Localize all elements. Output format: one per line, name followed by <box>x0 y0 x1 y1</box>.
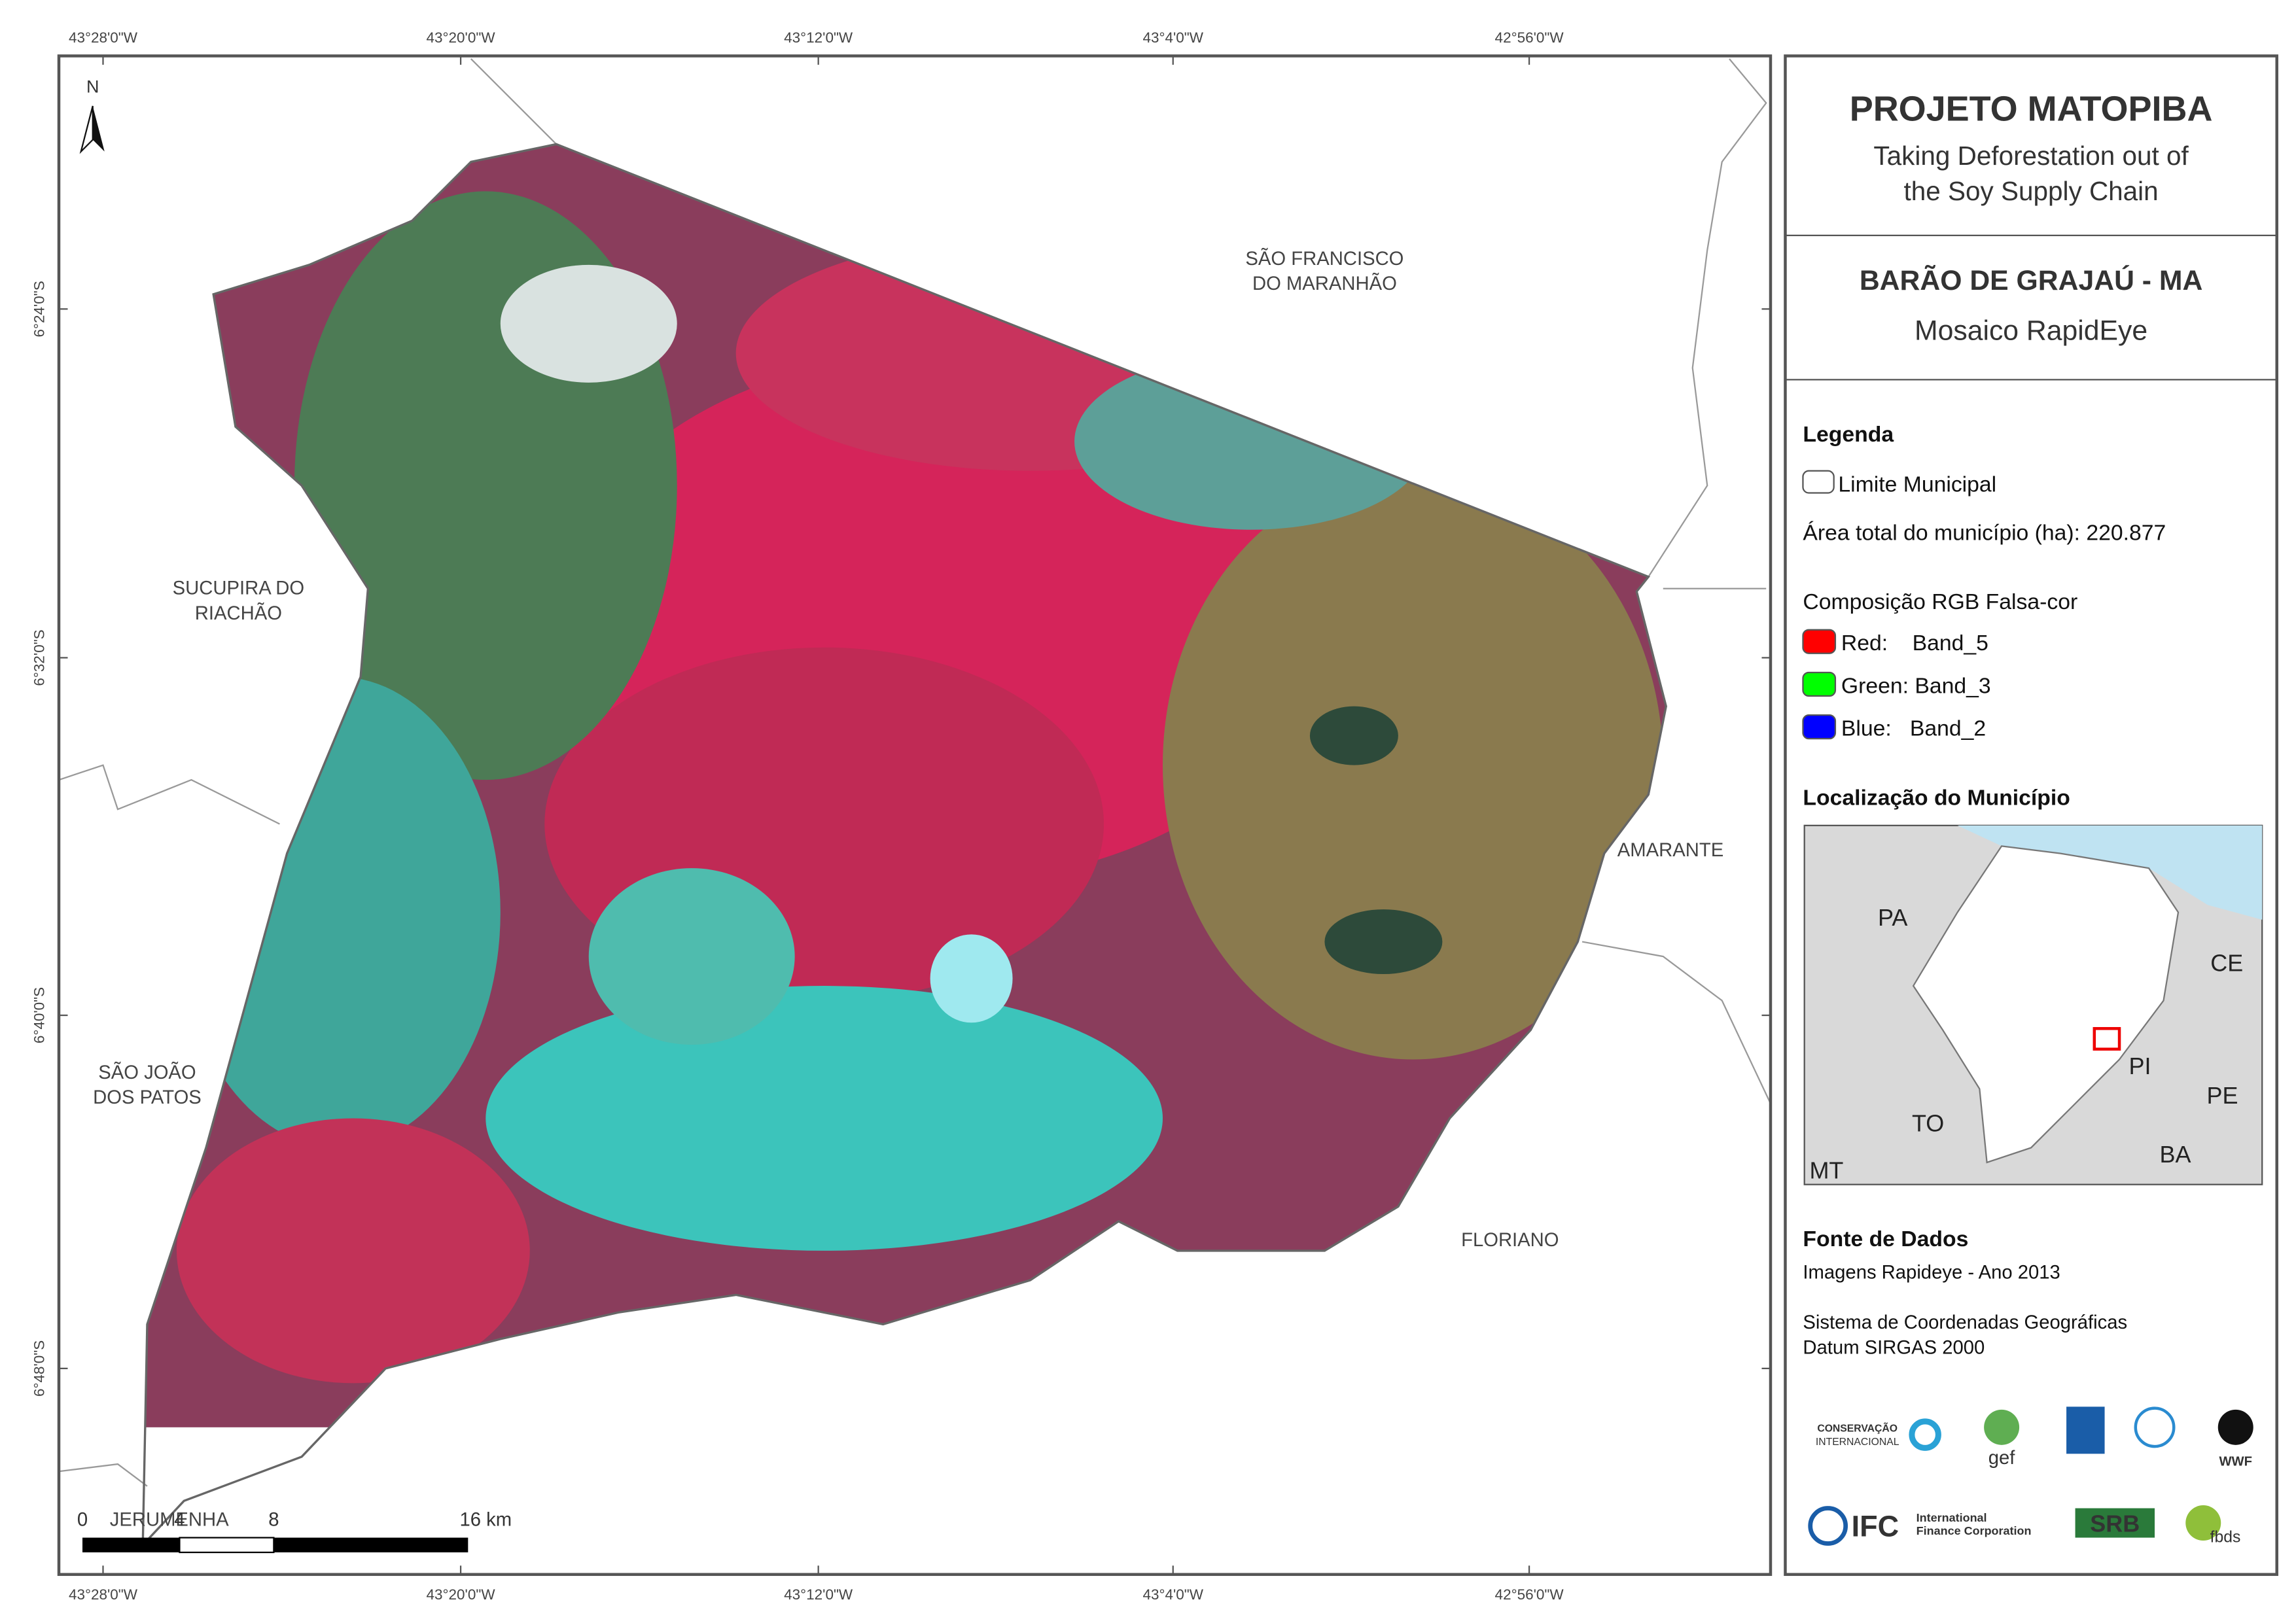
lon-label: 42°56'0"W <box>1495 29 1564 46</box>
band-swatch <box>1802 629 1837 654</box>
location-inset <box>1803 824 2263 1185</box>
map-border <box>57 54 1773 1577</box>
logo-text: International <box>1916 1511 1987 1524</box>
map-frame: SÃO FRANCISCO DO MARANHÃO SUCUPIRA DO RIAC… <box>59 56 1771 1575</box>
place-label: FLORIANO <box>1461 1230 1559 1251</box>
place-label: SÃO FRANCISCO DO MARANHÃO <box>1245 247 1404 294</box>
logo-text: gef <box>1988 1448 2016 1469</box>
scale-label: 8 <box>268 1510 279 1531</box>
lat-label: 6°40'0"S <box>31 987 48 1043</box>
north-label: N <box>86 77 99 97</box>
state-label: MT <box>1809 1157 1843 1184</box>
lat-label: 6°32'0"S <box>31 629 48 686</box>
sources-title: Fonte de Dados <box>1803 1227 1968 1251</box>
band-swatch <box>1802 714 1837 740</box>
lon-label: 43°20'0"W <box>427 1586 496 1603</box>
lon-label: 43°12'0"W <box>784 1586 853 1603</box>
source-line: Imagens Rapideye - Ano 2013 <box>1803 1263 2060 1283</box>
side-panel: PROJETO MATOPIBA Taking Deforestation ou… <box>1784 54 2278 1577</box>
municipality: BARÃO DE GRAJAÚ - MA <box>1860 264 2203 296</box>
place-label: JERUMENHA <box>110 1510 229 1531</box>
lat-label: 6°48'0"S <box>31 1340 48 1397</box>
title: PROJETO MATOPIBA <box>1850 89 2213 128</box>
lat-label: 6°24'0"S <box>31 281 48 337</box>
legend-area: Área total do município (ha): 220.877 <box>1803 521 2166 546</box>
band-label: Red: Band_5 <box>1841 631 1988 655</box>
product: Mosaico RapidEye <box>1915 315 2147 347</box>
band-label: Blue: Band_2 <box>1841 716 1986 741</box>
logo-text: Finance Corporation <box>1916 1524 2032 1537</box>
scale-label: 0 <box>77 1510 88 1531</box>
state-label: PE <box>2207 1082 2238 1109</box>
municipal-boundary <box>141 143 1667 1548</box>
logo-text: INTERNACIONAL <box>1816 1437 1899 1448</box>
boundary-swatch <box>1802 470 1835 494</box>
state-label: PA <box>1878 904 1907 931</box>
subtitle: Taking Deforestation out of <box>1873 141 2189 171</box>
state-label: BA <box>2160 1141 2191 1168</box>
legend-rgb-title: Composição RGB Falsa-cor <box>1803 589 2077 614</box>
state-labels: PA CE PI PE TO BA MT <box>1809 904 2243 1184</box>
lon-label: 43°28'0"W <box>69 29 138 46</box>
place-label: SUCUPIRA DO RIACHÃO <box>173 578 304 624</box>
place-label: AMARANTE <box>1617 840 1723 861</box>
state-label: PI <box>2129 1053 2151 1079</box>
lon-label: 43°4'0"W <box>1142 1586 1203 1603</box>
coordinate-grid: 43°28'0"W 43°28'0"W 43°20'0"W 43°20'0"W 43°1… <box>31 29 1771 1603</box>
subtitle: the Soy Supply Chain <box>1903 176 2158 206</box>
source-line: Datum SIRGAS 2000 <box>1803 1337 1985 1358</box>
location-title: Localização do Município <box>1803 785 2070 810</box>
lon-label: 43°12'0"W <box>784 29 853 46</box>
lon-label: 43°20'0"W <box>427 29 496 46</box>
logo-text: WWF <box>2219 1454 2252 1469</box>
legend-title: Legenda <box>1803 422 1894 447</box>
logo-text: IFC <box>1852 1509 1899 1543</box>
state-label: CE <box>2210 950 2243 977</box>
logos: CONSERVAÇÃO INTERNACIONAL gef WWF IFC In… <box>1808 1406 2253 1546</box>
scale-bar: 0 4 8 16 km <box>77 1510 512 1554</box>
logo-text: SRB <box>2090 1510 2140 1537</box>
state-label: TO <box>1912 1110 1944 1137</box>
scale-label: 16 km <box>459 1510 512 1531</box>
legend-item: Limite Municipal <box>1838 472 1996 497</box>
source-line: Sistema de Coordenadas Geográficas <box>1803 1312 2127 1333</box>
band-legend: Red: Band_5 Green: Band_3 Blue: Band_2 <box>1802 629 1991 741</box>
place-label: SÃO JOÃO DOS PATOS <box>93 1061 202 1108</box>
logo-text: CONSERVAÇÃO <box>1817 1422 1898 1435</box>
north-arrow: N <box>79 77 105 154</box>
lon-label: 42°56'0"W <box>1495 1586 1564 1603</box>
rapideye-mosaic <box>143 144 1667 1427</box>
band-label: Green: Band_3 <box>1841 673 1991 698</box>
logo-text: fbds <box>2210 1528 2241 1546</box>
lon-label: 43°4'0"W <box>1142 29 1203 46</box>
scale-label: 4 <box>174 1510 185 1531</box>
band-swatch <box>1802 671 1837 697</box>
lon-label: 43°28'0"W <box>69 1586 138 1603</box>
